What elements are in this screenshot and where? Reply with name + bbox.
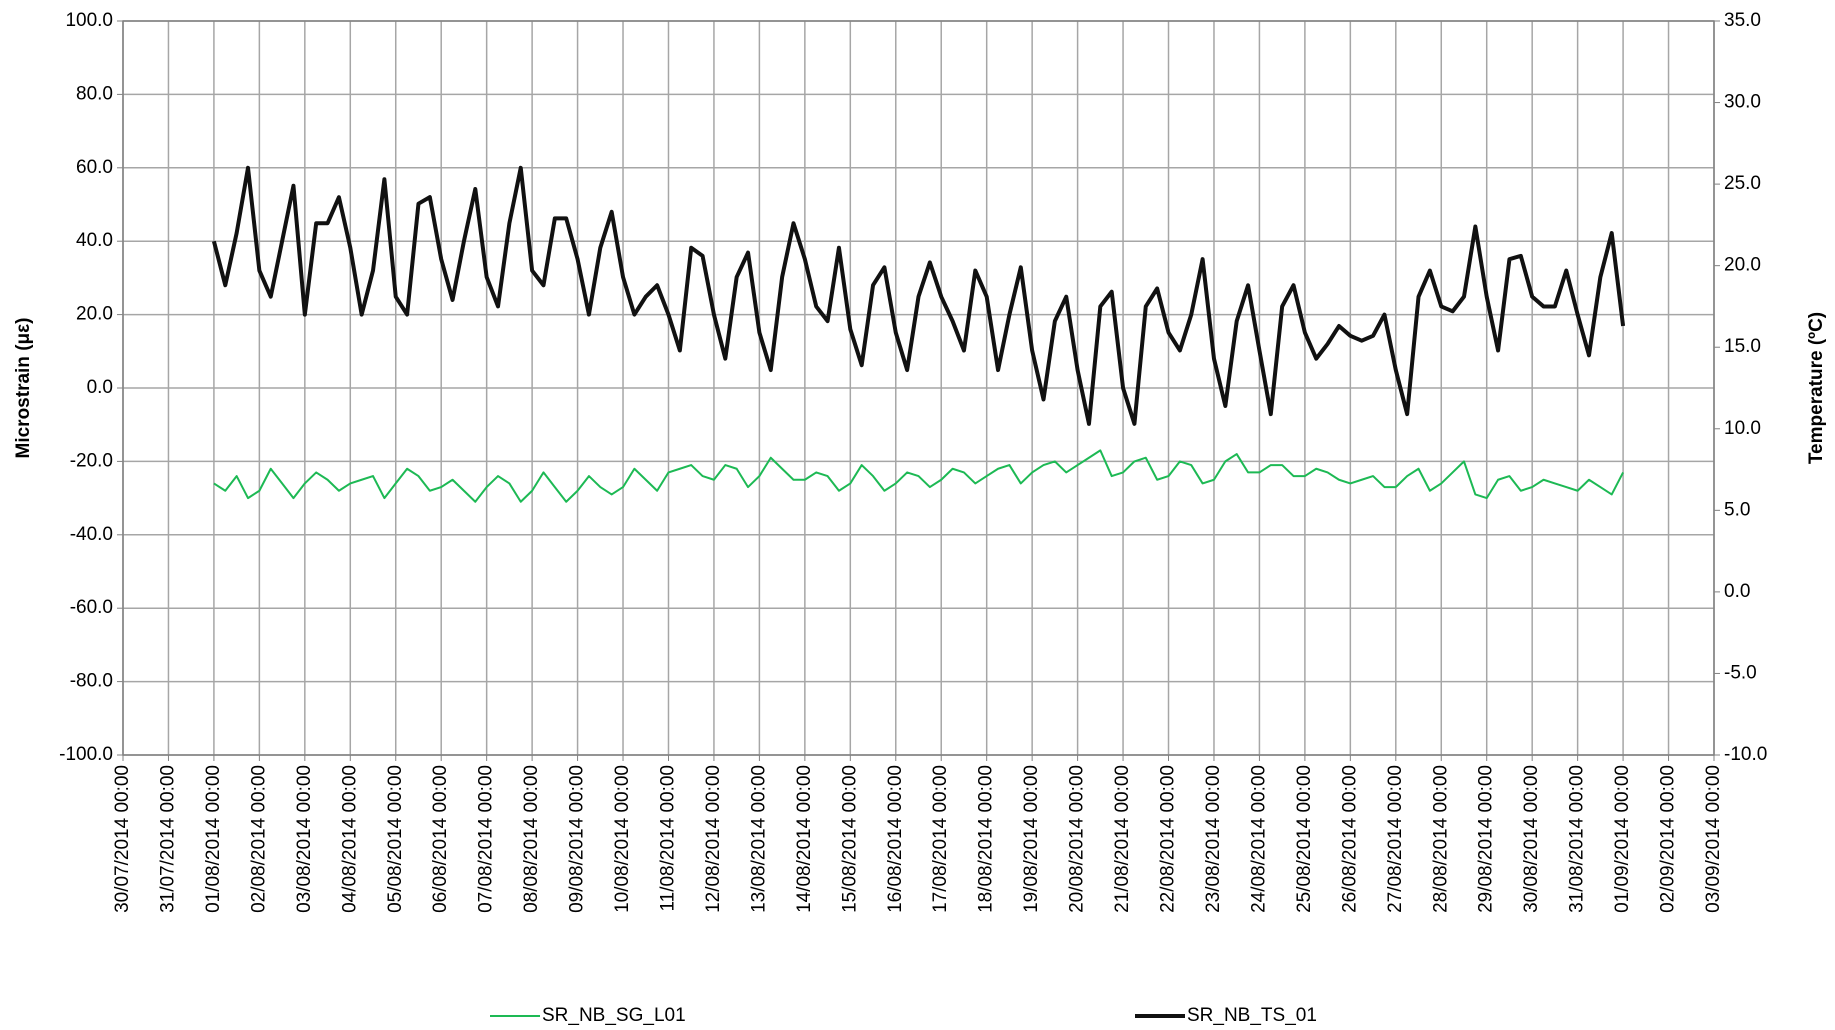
x-tick-label: 20/08/2014 00:00 [1067, 765, 1088, 913]
y-tick-label: 40.0 [76, 230, 113, 251]
series-line [213, 449, 1624, 503]
x-tick-label: 30/08/2014 00:00 [1521, 765, 1542, 913]
series-line [211, 165, 1626, 426]
y2-tick-label: 0.0 [1724, 581, 1750, 602]
x-tick-label: 27/08/2014 00:00 [1385, 765, 1406, 913]
y2-tick-label: 20.0 [1724, 255, 1761, 276]
x-tick-label: 01/08/2014 00:00 [203, 765, 224, 913]
x-tick-label: 29/08/2014 00:00 [1476, 765, 1497, 913]
x-tick-label: 31/07/2014 00:00 [157, 765, 178, 913]
y2-tick-label: 30.0 [1724, 92, 1761, 113]
y-tick-label: -80.0 [70, 671, 113, 692]
y2-tick-label: -10.0 [1724, 744, 1767, 765]
x-tick-label: 11/08/2014 00:00 [658, 765, 679, 912]
y-axis-title: Microstrain (με) [13, 318, 34, 459]
x-tick-label: 18/08/2014 00:00 [976, 765, 997, 913]
x-tick-label: 17/08/2014 00:00 [930, 765, 951, 913]
y2-tick-label: 5.0 [1724, 499, 1750, 520]
x-tick-label: 01/09/2014 00:00 [1612, 765, 1633, 913]
y-tick-label: -20.0 [70, 450, 113, 471]
x-tick-label: 12/08/2014 00:00 [703, 765, 724, 913]
y-tick-label: 20.0 [76, 304, 113, 325]
y2-tick-label: -5.0 [1724, 662, 1757, 683]
x-tick-label: 08/08/2014 00:00 [521, 765, 542, 913]
x-tick-label: 02/08/2014 00:00 [248, 765, 269, 913]
y2-tick-label: 10.0 [1724, 418, 1761, 439]
legend-label: SR_NB_SG_L01 [542, 1005, 686, 1026]
y-tick-label: -60.0 [70, 597, 113, 618]
y2-tick-label: 15.0 [1724, 336, 1761, 357]
x-tick-label: 30/07/2014 00:00 [112, 765, 133, 913]
x-tick-label: 25/08/2014 00:00 [1294, 765, 1315, 913]
y-tick-label: 60.0 [76, 157, 113, 178]
x-tick-label: 16/08/2014 00:00 [885, 765, 906, 913]
x-tick-label: 09/08/2014 00:00 [567, 765, 588, 913]
x-tick-label: 21/08/2014 00:00 [1112, 765, 1133, 913]
x-tick-label: 03/08/2014 00:00 [294, 765, 315, 913]
x-tick-label: 06/08/2014 00:00 [430, 765, 451, 913]
x-tick-label: 19/08/2014 00:00 [1021, 765, 1042, 913]
y-tick-label: -100.0 [59, 744, 113, 765]
y-tick-label: 100.0 [65, 10, 113, 31]
x-tick-label: 05/08/2014 00:00 [385, 765, 406, 913]
x-tick-label: 15/08/2014 00:00 [839, 765, 860, 913]
legend-label: SR_NB_TS_01 [1187, 1005, 1317, 1026]
x-tick-label: 31/08/2014 00:00 [1567, 765, 1588, 913]
x-tick-label: 14/08/2014 00:00 [794, 765, 815, 913]
x-tick-label: 02/09/2014 00:00 [1658, 765, 1679, 913]
y-tick-label: 80.0 [76, 83, 113, 104]
x-tick-label: 23/08/2014 00:00 [1203, 765, 1224, 913]
y-tick-label: -40.0 [70, 524, 113, 545]
x-tick-label: 04/08/2014 00:00 [339, 765, 360, 913]
y2-axis-title: Temperature (ºC) [1806, 312, 1827, 464]
x-tick-label: 07/08/2014 00:00 [476, 765, 497, 913]
x-tick-label: 24/08/2014 00:00 [1248, 765, 1269, 913]
plot-frame [122, 20, 1715, 756]
x-tick-label: 28/08/2014 00:00 [1430, 765, 1451, 913]
y2-tick-label: 35.0 [1724, 10, 1761, 31]
y2-tick-label: 25.0 [1724, 173, 1761, 194]
x-tick-label: 22/08/2014 00:00 [1158, 765, 1179, 913]
x-tick-label: 26/08/2014 00:00 [1339, 765, 1360, 913]
y-tick-label: 0.0 [87, 377, 113, 398]
x-tick-label: 03/09/2014 00:00 [1703, 765, 1724, 913]
x-tick-label: 10/08/2014 00:00 [612, 765, 633, 913]
x-tick-label: 13/08/2014 00:00 [748, 765, 769, 913]
